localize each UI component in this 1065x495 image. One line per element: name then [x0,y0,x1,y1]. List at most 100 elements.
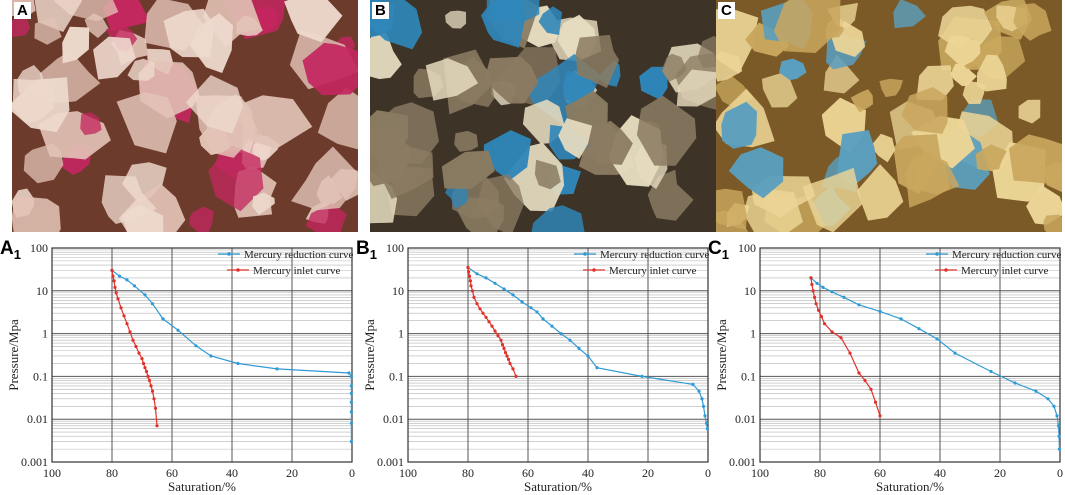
mineral-grain [370,32,402,80]
y-axis-label: Pressure/Mpa [6,319,21,391]
reduction-point [703,414,707,418]
reduction-point [493,281,497,285]
reduction-point [1056,424,1061,428]
mineral-grain [697,35,716,68]
x-tick-label: 40 [582,466,594,480]
reduction-point [821,285,825,289]
y-axis-label: Pressure/Mpa [362,319,377,391]
photo-panel-b: B [370,0,716,232]
inlet-point [822,322,827,326]
mineral-grain [1013,3,1052,41]
inlet-point [481,311,485,315]
pore-space [302,42,358,96]
x-tick-label: 80 [814,466,826,480]
mineral-grain [441,150,495,190]
reduction-point [475,272,479,276]
inlet-point [814,302,818,306]
inlet-point [863,378,867,383]
inlet-point [496,334,500,338]
inlet-point [869,387,873,391]
legend: Mercury reduction curve Mercury inlet cur… [574,249,709,277]
inlet-point [110,268,114,272]
reduction-point [349,440,353,444]
mineral-grain [774,0,841,53]
y-tick-label: 0.001 [377,455,404,469]
inlet-point [511,367,515,371]
pore-space [208,145,264,212]
legend-marker [583,252,587,256]
x-tick-label: 100 [43,466,61,480]
x-tick-label: 0 [349,466,355,480]
mineral-grain [484,56,539,104]
reduction-point [559,332,563,336]
mineral-grain [252,192,275,215]
pore-space [483,130,532,181]
inlet-point [468,279,472,283]
mineral-grain [976,54,1007,92]
thin-section-image-c [716,0,1062,232]
y-tick-label: 0.1 [389,369,404,383]
reduction-point [150,302,155,306]
mineral-grain [850,89,873,113]
mineral-grain [445,10,467,29]
reduction-point [640,374,644,378]
reduction-point [511,293,515,297]
reduction-point [1057,447,1061,451]
reduction-point [1013,381,1017,385]
y-tick-label: 100 [30,241,48,255]
legend: Mercury reduction curve Mercury inlet cur… [926,249,1061,277]
reduction-point [502,287,506,291]
pore-space [893,0,926,29]
inlet-point [134,344,138,349]
y-tick-label: 0.001 [21,455,48,469]
reduction-point [484,276,488,280]
mineral-grain [93,36,136,80]
y-tick-label: 0.01 [27,412,48,426]
x-tick-label: 60 [874,466,886,480]
reduction-point [697,389,701,393]
inlet-point [140,357,144,361]
mineral-grain [12,78,56,124]
legend: Mercury reduction curve Mercury inlet cur… [218,249,353,277]
inlet-point [149,384,153,388]
reduction-point [125,278,129,282]
x-tick-label: 60 [522,466,534,480]
mineral-grain [534,159,561,190]
legend-label: Mercury reduction curve [600,249,709,261]
y-tick-label: 10 [744,284,756,298]
reduction-point [705,427,709,431]
inlet-point [819,315,824,319]
inlet-point [146,374,150,378]
reduction-point [520,300,524,304]
reduction-point [857,303,861,307]
reduction-point [161,317,165,321]
reduction-point [568,338,572,342]
reduction-point [176,328,180,332]
inlet-point [467,274,472,278]
pore-space [531,205,585,232]
pore-space [538,6,563,35]
x-tick-label: 20 [994,466,1006,480]
inlet-point [119,306,123,310]
mineral-grain [127,58,155,81]
x-axis-label: Saturation/% [168,479,236,494]
y-tick-label: 1 [398,327,404,341]
mineral-grain [593,120,633,165]
inlet-point [147,378,152,383]
inlet-point [472,295,476,299]
x-axis-label: Saturation/% [876,479,944,494]
mineral-grain [856,164,904,221]
reduction-point [700,397,704,401]
pore-space [12,15,30,38]
reduction-point [815,281,819,285]
photo-label-b: B [372,2,389,19]
inlet-point [144,369,149,374]
y-tick-label: 10 [392,284,404,298]
x-tick-label: 60 [166,466,178,480]
y-tick-label: 100 [386,241,404,255]
mineral-grain [34,16,62,45]
mercury-inlet-line [810,277,881,416]
mineral-grain [870,133,896,163]
reduction-point [1046,397,1050,401]
inlet-point [122,314,126,318]
